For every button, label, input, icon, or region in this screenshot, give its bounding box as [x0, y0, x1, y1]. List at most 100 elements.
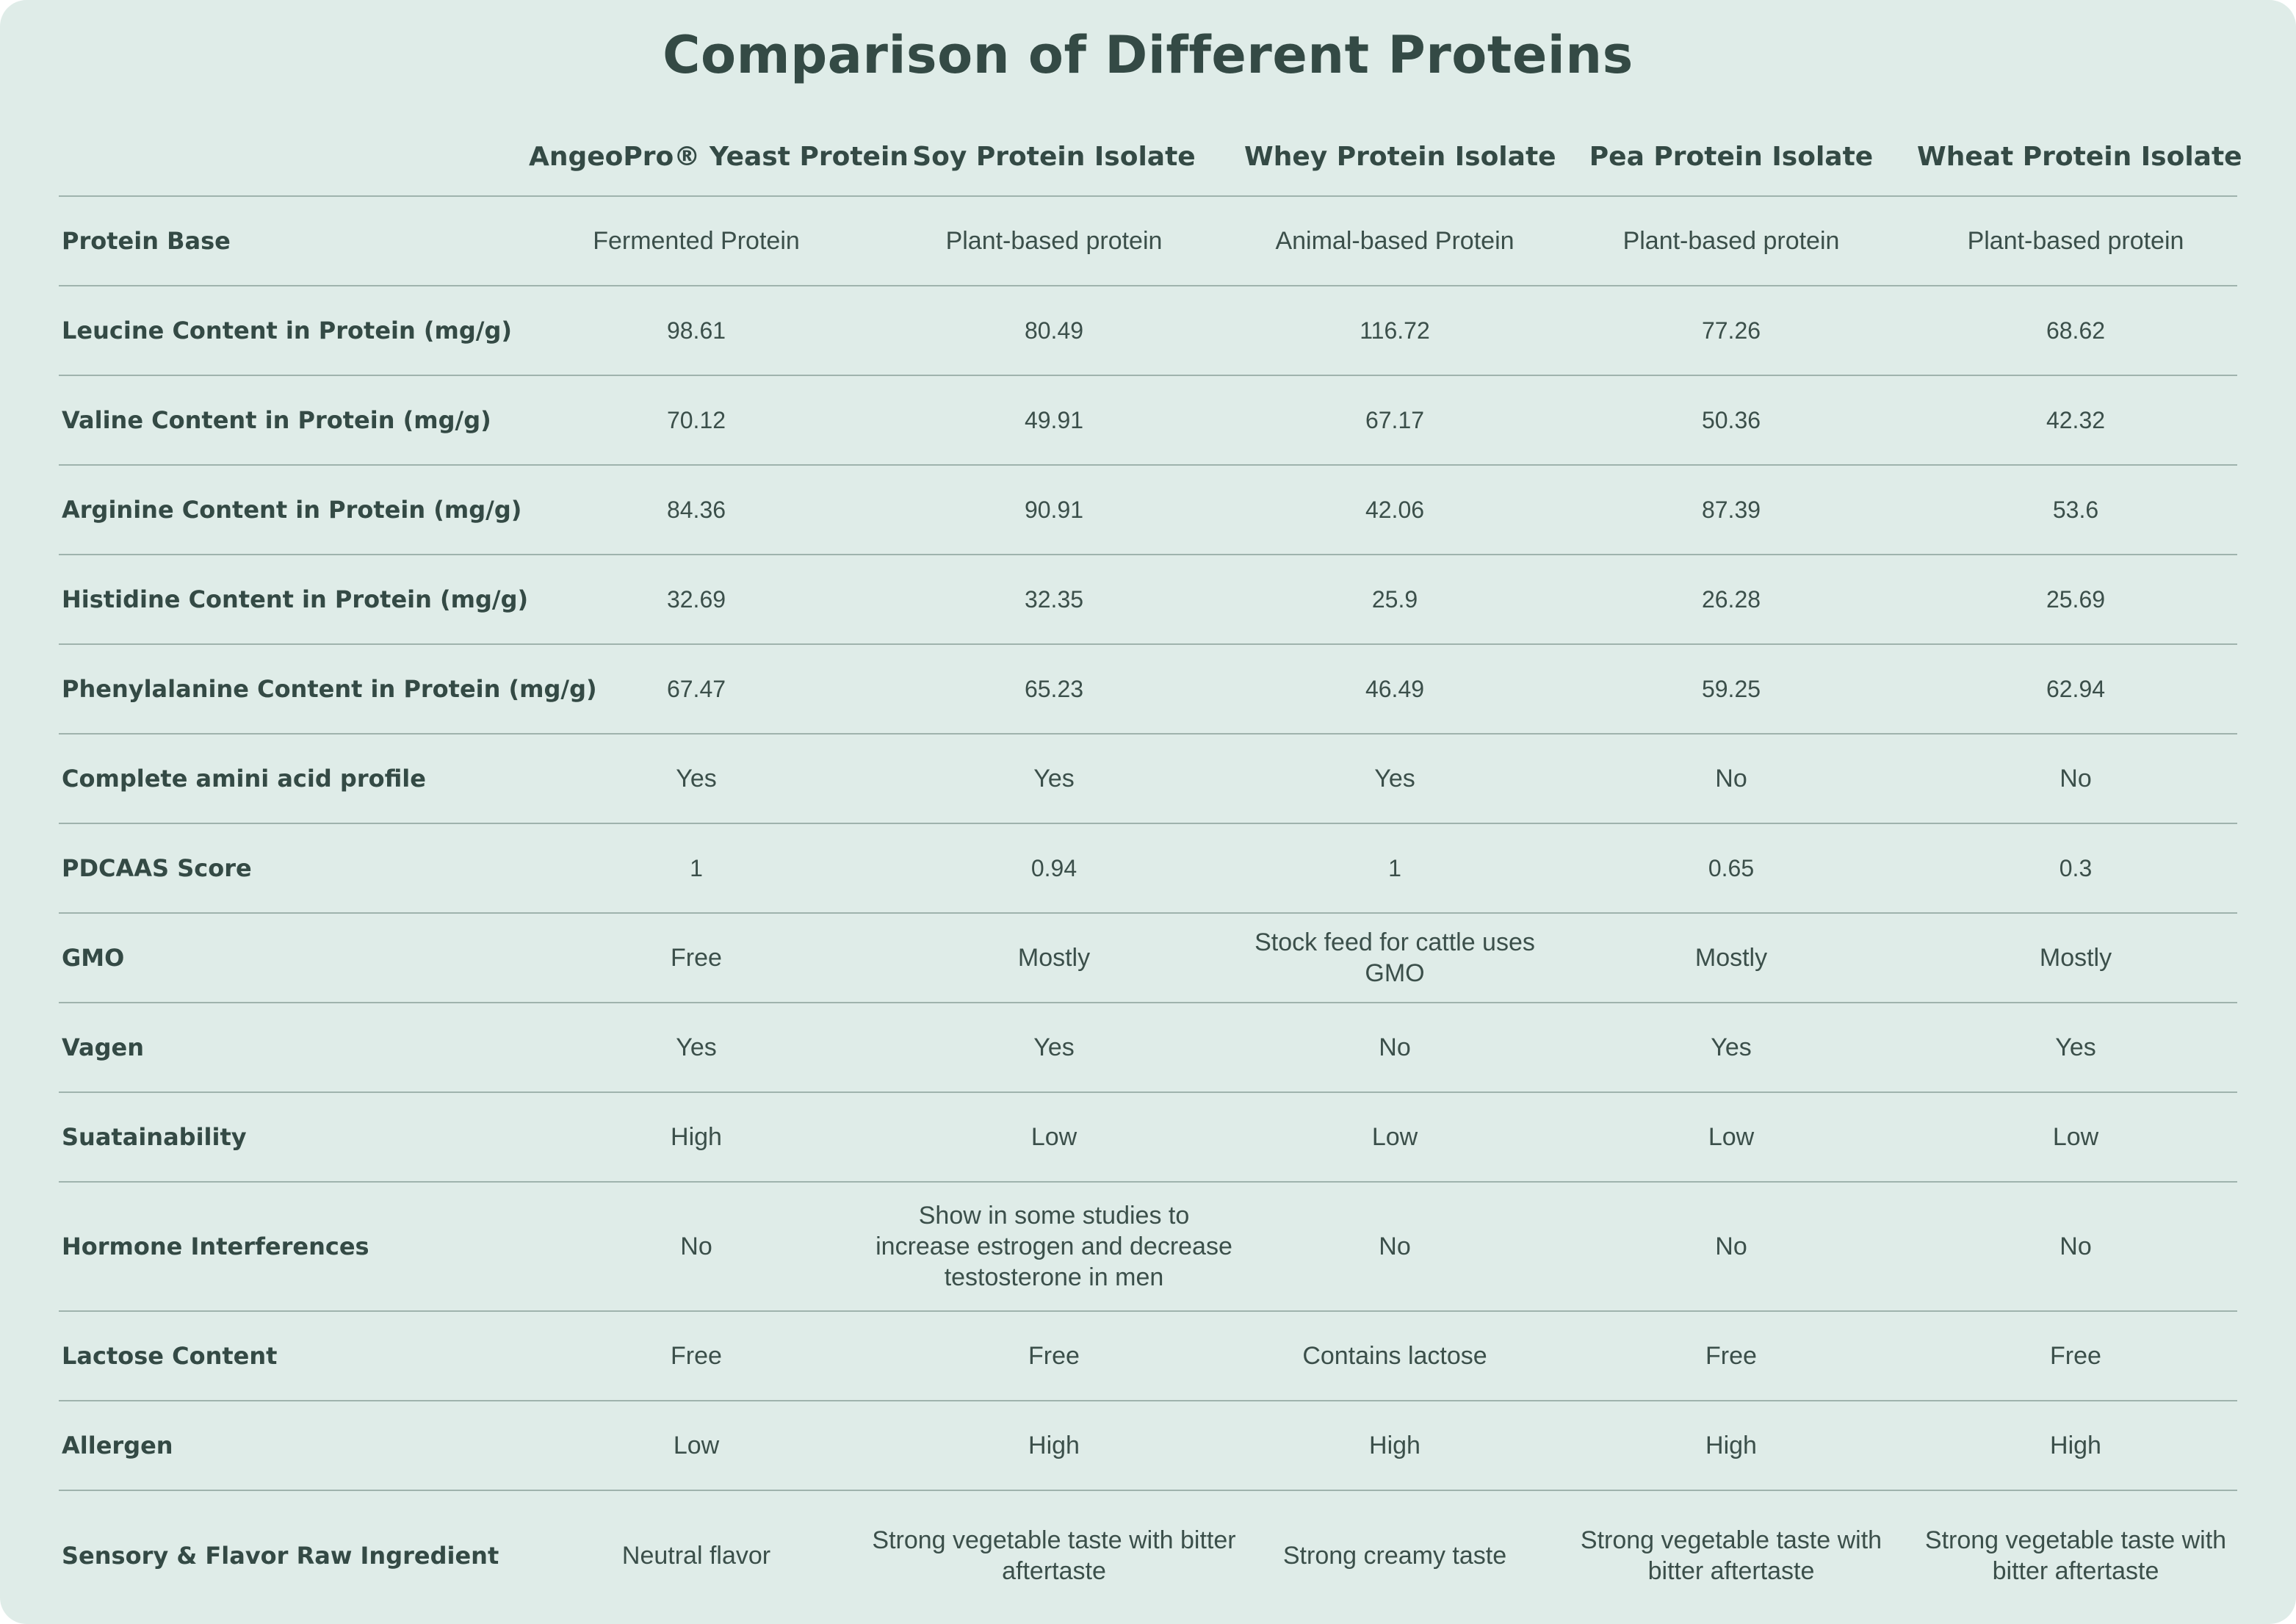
row-label: Hormone Interferences [59, 1182, 526, 1312]
column-header-pea: Pea Protein Isolate [1548, 118, 1914, 197]
table-cell: 25.69 [1914, 555, 2237, 645]
table-cell: High [526, 1092, 867, 1183]
table-cell: No [526, 1182, 867, 1312]
row-label: GMO [59, 913, 526, 1003]
table-cell: 42.06 [1241, 465, 1548, 555]
table-cell: 25.9 [1241, 555, 1548, 645]
table-cell: No [1548, 1182, 1914, 1312]
table-cell: 70.12 [526, 375, 867, 466]
row-label: Lactose Content [59, 1311, 526, 1401]
column-header-angeopro: AngeoPro® Yeast Protein [526, 118, 909, 197]
table-cell: 65.23 [867, 644, 1241, 735]
table-cell: Strong creamy taste [1282, 1541, 1507, 1570]
table-cell: Low [526, 1401, 867, 1491]
table-cell: Low [1241, 1092, 1548, 1183]
table-row: PDCAAS Score 1 0.94 1 0.65 0.3 [59, 823, 2237, 914]
column-header-empty [59, 118, 526, 197]
row-label: Valine Content in Protein (mg/g) [59, 375, 526, 466]
row-label: Sensory & Flavor Raw Ingredient [62, 1541, 499, 1570]
table-row: Histidine Content in Protein (mg/g) 32.6… [59, 555, 2237, 645]
table-cell: 42.32 [1914, 375, 2237, 466]
column-header-whey: Whey Protein Isolate [1241, 118, 1556, 197]
table-cell: 0.3 [1914, 823, 2237, 914]
table-cell: Free [526, 1311, 867, 1401]
table-cell: 0.94 [867, 823, 1241, 914]
row-label: PDCAAS Score [59, 823, 526, 914]
table-cell: Strong vegetable taste with bitter after… [1924, 1526, 2227, 1585]
table-cell: High [1548, 1401, 1914, 1491]
table-row: Vagen Yes Yes No Yes Yes [59, 1003, 2237, 1093]
table-cell: Free [526, 913, 867, 1003]
table-cell: Neutral flavor [621, 1541, 771, 1570]
table-cell: 1 [526, 823, 867, 914]
table-cell: 67.17 [1241, 375, 1548, 466]
table-cell: Plant-based protein [1914, 196, 2237, 286]
table-cell: Low [1548, 1092, 1914, 1183]
table-header-row: AngeoPro® Yeast Protein Soy Protein Isol… [59, 118, 2242, 197]
table-cell: No [1914, 734, 2237, 824]
table-cell: No [1914, 1182, 2237, 1312]
table-cell: Free [1914, 1311, 2237, 1401]
table-row: Protein Base Fermented Protein Plant-bas… [59, 196, 2237, 286]
table-cell: Strong vegetable taste with bitter after… [1580, 1526, 1882, 1585]
table-row: Allergen Low High High High High [59, 1401, 2237, 1491]
table-row: Arginine Content in Protein (mg/g) 84.36… [59, 465, 2237, 555]
table-cell: Mostly [1548, 913, 1914, 1003]
table-row: Phenylalanine Content in Protein (mg/g) … [59, 644, 2237, 735]
table-cell: Contains lactose [1241, 1311, 1548, 1401]
table-cell: Yes [526, 1003, 867, 1093]
table-cell: 90.91 [867, 465, 1241, 555]
table-cell: 0.65 [1548, 823, 1914, 914]
table-cell: 116.72 [1241, 286, 1548, 376]
table-cell: Animal-based Protein [1241, 196, 1548, 286]
table-cell: 67.47 [526, 644, 867, 735]
table-cell: 50.36 [1548, 375, 1914, 466]
row-label: Leucine Content in Protein (mg/g) [59, 286, 526, 376]
table-cell: Fermented Protein [526, 196, 867, 286]
table-cell: High [1914, 1401, 2237, 1491]
row-label: Arginine Content in Protein (mg/g) [59, 465, 526, 555]
table-cell: 98.61 [526, 286, 867, 376]
table-cell: No [1241, 1182, 1548, 1312]
row-label: Histidine Content in Protein (mg/g) [59, 555, 528, 645]
table-cell: Stock feed for cattle uses GMO [1241, 913, 1548, 1003]
row-label: Phenylalanine Content in Protein (mg/g) [59, 644, 597, 735]
table-cell: High [1241, 1401, 1548, 1491]
table-cell: 87.39 [1548, 465, 1914, 555]
row-label: Complete amini acid profile [59, 734, 526, 824]
table-cell: Strong vegetable taste with bitter after… [872, 1526, 1236, 1585]
table-cell: Mostly [867, 913, 1241, 1003]
table-cell: Yes [526, 734, 867, 824]
table-cell: Free [1548, 1311, 1914, 1401]
table-cell: 26.28 [1548, 555, 1914, 645]
table-cell: 84.36 [526, 465, 867, 555]
table-cell: 62.94 [1914, 644, 2237, 735]
table-cell: Yes [1914, 1003, 2237, 1093]
table-row: Suatainability High Low Low Low Low [59, 1092, 2237, 1183]
table-cell: Show in some studies to increase estroge… [867, 1182, 1241, 1312]
table-row: Sensory & Flavor Raw Ingredient Neutral … [59, 1490, 2237, 1620]
table-cell: Free [867, 1311, 1241, 1401]
table-cell: 49.91 [867, 375, 1241, 466]
row-label: Vagen [59, 1003, 526, 1093]
page-title: Comparison of Different Proteins [663, 25, 1633, 85]
comparison-table: AngeoPro® Yeast Protein Soy Protein Isol… [59, 118, 2242, 1620]
column-header-wheat: Wheat Protein Isolate [1914, 118, 2242, 197]
table-cell: 46.49 [1241, 644, 1548, 735]
table-cell: 53.6 [1914, 465, 2237, 555]
row-label: Protein Base [59, 196, 526, 286]
table-cell: No [1241, 1003, 1548, 1093]
table-cell: Plant-based protein [1548, 196, 1914, 286]
table-row: Complete amini acid profile Yes Yes Yes … [59, 734, 2237, 824]
table-row: Valine Content in Protein (mg/g) 70.12 4… [59, 375, 2237, 466]
table-cell: Yes [867, 734, 1241, 824]
table-cell: Low [1914, 1092, 2237, 1183]
table-cell: High [867, 1401, 1241, 1491]
table-cell: 59.25 [1548, 644, 1914, 735]
table-row: GMO Free Mostly Stock feed for cattle us… [59, 913, 2237, 1003]
table-cell: Mostly [1914, 913, 2237, 1003]
table-cell: 32.69 [526, 555, 867, 645]
table-cell: 1 [1241, 823, 1548, 914]
table-row: Hormone Interferences No Show in some st… [59, 1182, 2237, 1312]
row-label: Suatainability [59, 1092, 526, 1183]
